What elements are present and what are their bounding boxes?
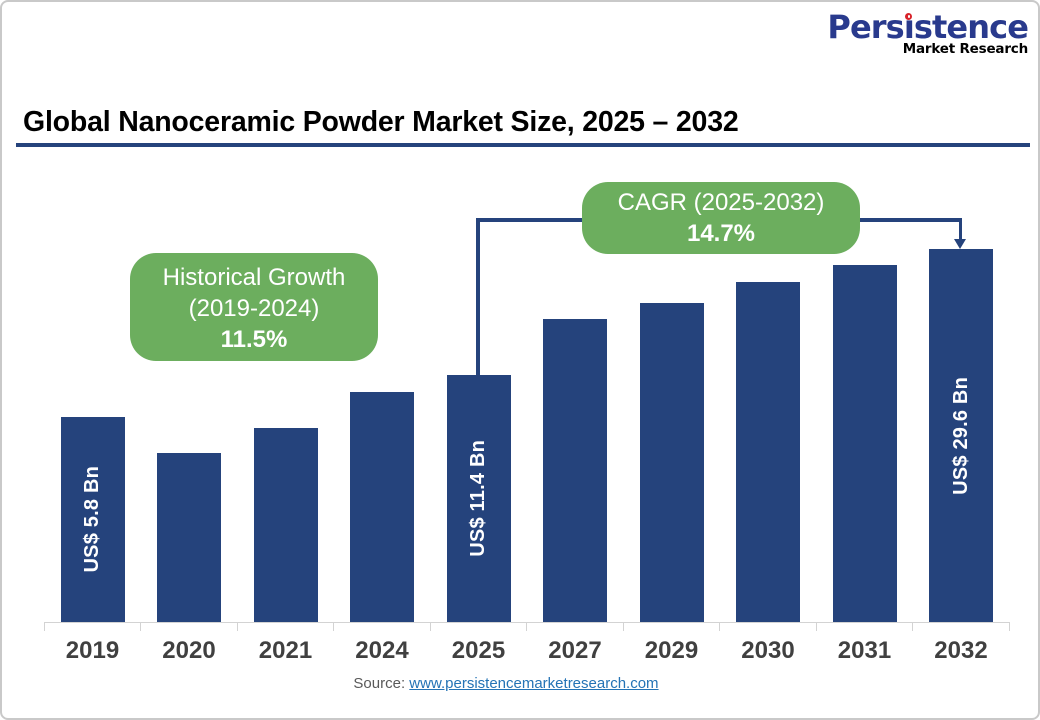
historical-growth-line2: (2019-2024) (188, 295, 320, 322)
arrow-down-icon (953, 239, 966, 249)
cagr-callout: CAGR (2025-2032) 14.7% (582, 182, 860, 254)
cagr-line1: CAGR (2025-2032) (617, 189, 825, 216)
persistence-market-research-logo: Persı stence Market Research (827, 11, 1028, 56)
logo-letter-i: ı (903, 8, 915, 46)
logo-wordmark: Persı stence (827, 8, 1028, 46)
title-underline (16, 143, 1030, 147)
cagr-bracket-left-line (476, 218, 480, 376)
bar-2030 (736, 282, 800, 622)
x-axis-tick (719, 622, 721, 631)
bar-value-label-2032: US$ 29.6 Bn (949, 376, 972, 495)
x-axis-label-2019: 2019 (65, 637, 120, 664)
bar-2020 (157, 453, 221, 622)
x-axis-tick (526, 622, 528, 631)
bar-2027 (543, 319, 607, 622)
x-axis-label-2024: 2024 (355, 637, 409, 664)
bar-value-label-2025: US$ 11.4 Bn (467, 440, 489, 557)
cagr-bracket-right-line (958, 218, 962, 239)
logo-tagline: Market Research (902, 41, 1028, 57)
x-axis-tick (1008, 622, 1010, 631)
historical-growth-line1: Historical Growth (162, 264, 346, 291)
bar-2029 (639, 303, 704, 622)
bar-2019: US$ 5.8 Bn (60, 417, 125, 622)
x-axis-label-2030: 2030 (741, 637, 795, 664)
bar-2024 (350, 392, 414, 622)
x-axis-label-2031: 2031 (837, 637, 892, 664)
source-link[interactable]: www.persistencemarketresearch.com (409, 675, 659, 692)
bar-2021 (253, 428, 318, 622)
x-axis-label-2029: 2029 (644, 637, 699, 664)
x-axis-tick (236, 622, 238, 631)
x-axis-label-2020: 2020 (162, 637, 216, 664)
x-axis-tick (622, 622, 624, 631)
bar-value-label-2019: US$ 5.8 Bn (81, 466, 103, 573)
chart-title: Global Nanoceramic Powder Market Size, 2… (23, 106, 739, 138)
source-prefix: Source: (353, 675, 410, 692)
bar-2032: US$ 29.6 Bn (929, 249, 993, 622)
logo-red-dot-icon (905, 13, 913, 21)
x-axis-tick (43, 622, 45, 631)
historical-growth-value: 11.5% (220, 326, 288, 353)
x-axis-label-2027: 2027 (548, 637, 602, 664)
x-axis-tick (333, 622, 335, 631)
x-axis-label-2021: 2021 (258, 637, 313, 664)
cagr-value: 14.7% (686, 220, 756, 247)
x-axis-tick (140, 622, 142, 631)
x-axis-tick (429, 622, 431, 631)
historical-growth-callout: Historical Growth (2019-2024) 11.5% (130, 253, 378, 361)
x-axis-tick (912, 622, 914, 631)
bar-2031 (832, 265, 897, 622)
x-axis-label-2032: 2032 (934, 637, 988, 664)
x-axis-label-2025: 2025 (451, 637, 506, 664)
x-axis-tick (815, 622, 817, 631)
source-line: Source: www.persistencemarketresearch.co… (353, 675, 658, 692)
bar-2025: US$ 11.4 Bn (446, 375, 511, 622)
